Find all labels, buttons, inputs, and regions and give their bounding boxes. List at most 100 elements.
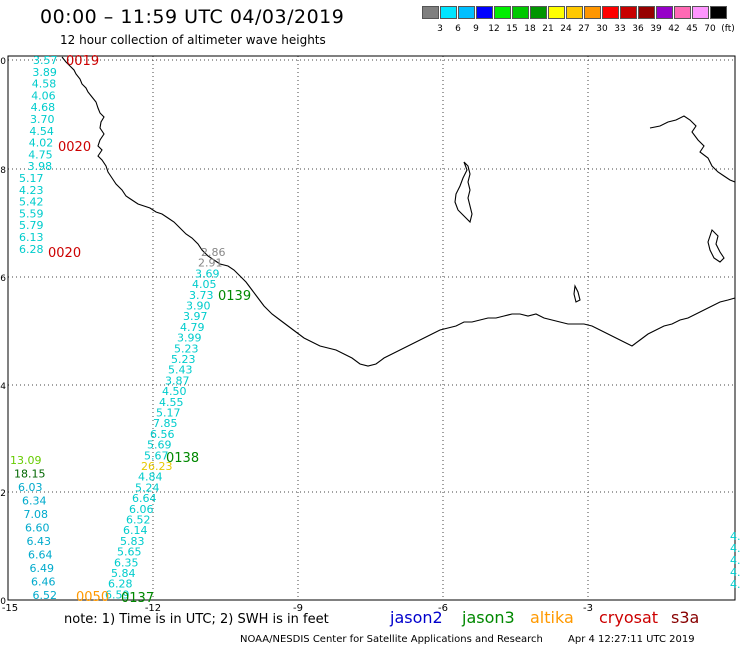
wave-height-value: 5.83: [120, 535, 145, 548]
wave-height-value: 6.64: [132, 492, 157, 505]
island-small: [573, 284, 581, 303]
color-swatch: [494, 6, 511, 19]
wave-height-value: 3.97: [183, 310, 208, 323]
wave-height-value: 4.05: [192, 278, 217, 291]
color-swatch: [458, 6, 475, 19]
wave-height-value: 4.: [730, 554, 740, 567]
color-scale-label: 42: [668, 24, 680, 34]
timestamp: Apr 4 12:27:11 UTC 2019: [568, 634, 695, 645]
color-scale-label: 45: [686, 24, 698, 34]
wave-height-value: 3.87: [165, 374, 190, 387]
wave-height-value: 4.02: [29, 137, 54, 150]
page-subtitle: 12 hour collection of altimeter wave hei…: [60, 33, 326, 47]
map-grid: [8, 56, 735, 600]
wave-height-value: 4.0: [730, 578, 740, 591]
footer-note: note: 1) Time is in UTC; 2) SWH is in fe…: [64, 612, 329, 627]
track-id-label: 0019: [66, 54, 99, 69]
color-swatch: [512, 6, 529, 19]
wave-height-value: 2.86: [201, 246, 226, 259]
color-scale-label: 70: [704, 24, 716, 34]
wave-height-value: 3.69: [195, 267, 220, 280]
wave-height-value: 4.23: [19, 184, 44, 197]
wave-height-value: 7.85: [153, 417, 178, 430]
y-tick-label: 0: [0, 597, 6, 607]
wave-height-value: 3.73: [189, 289, 214, 302]
color-scale-label: 9: [473, 24, 479, 34]
wave-height-value: 13.09: [10, 454, 42, 467]
island-center: [454, 161, 473, 224]
satellite-label: s3a: [671, 608, 700, 627]
wave-height-value: 5.42: [19, 196, 44, 209]
color-scale-label: (ft): [721, 24, 735, 34]
color-swatch: [656, 6, 673, 19]
color-scale-label: 27: [578, 24, 590, 34]
color-scale-label: 18: [524, 24, 536, 34]
wave-height-value: 4.58: [32, 78, 57, 91]
x-tick-label: -6: [438, 603, 448, 614]
wave-height-value: 5.17: [156, 407, 181, 420]
wave-height-value: 4.50: [162, 385, 187, 398]
color-swatch: [530, 6, 547, 19]
wave-height-value: 6.64: [28, 549, 53, 562]
color-scale-label: 6: [455, 24, 461, 34]
wave-height-value: 6.35: [114, 556, 139, 569]
wave-height-value: 5.67: [144, 449, 169, 462]
wave-height-value: 26.23: [141, 460, 173, 473]
wave-height-value: 5.23: [174, 342, 199, 355]
wave-height-value: 5.24: [135, 481, 160, 494]
wave-height-value: 6.43: [27, 535, 52, 548]
wave-height-value: 6.56: [150, 428, 175, 441]
color-swatch: [548, 6, 565, 19]
wave-height-value: 6.28: [19, 243, 44, 256]
color-scale-label: 15: [506, 24, 518, 34]
wave-height-value: 3.90: [186, 300, 211, 313]
coastline: [61, 56, 736, 367]
color-swatch: [584, 6, 601, 19]
wave-height-value: 5.69: [147, 439, 172, 452]
x-tick-label: -15: [2, 603, 18, 614]
wave-height-value: 5.17: [19, 172, 44, 185]
coastline-northeast: [649, 115, 736, 183]
color-scale-label: 39: [650, 24, 662, 34]
wave-height-value: 4.: [730, 530, 740, 543]
color-swatch: [422, 6, 439, 19]
wave-height-value: 6.49: [30, 562, 55, 575]
track-id-label: 0020: [48, 246, 81, 261]
satellite-label: jason3: [462, 608, 515, 627]
wave-height-value: 6.52: [126, 514, 151, 527]
wave-height-value: 5.79: [19, 219, 44, 232]
wave-height-value: 4.: [730, 566, 740, 579]
coastline-main: [61, 56, 736, 367]
color-swatch: [710, 6, 727, 19]
track-id-label: 0139: [218, 289, 251, 304]
y-tick-label: 4: [0, 382, 6, 392]
wave-height-value: 5.43: [168, 364, 193, 377]
wave-height-value: 6.46: [31, 576, 56, 589]
satellite-label: altika: [530, 608, 574, 627]
color-swatch: [566, 6, 583, 19]
color-swatch: [476, 6, 493, 19]
wave-height-value: 4.84: [138, 471, 163, 484]
track-id-label: 0020: [58, 140, 91, 155]
color-swatch: [692, 6, 709, 19]
wave-height-value: 6.59: [105, 588, 130, 601]
wave-height-value: 6.34: [22, 495, 47, 508]
wave-height-value: 6.52: [33, 589, 58, 602]
track-id-label: 0138: [166, 451, 199, 466]
island-east: [707, 228, 725, 263]
y-tick-label: 6: [0, 274, 6, 284]
y-tick-label: 10: [0, 57, 6, 67]
color-swatch: [638, 6, 655, 19]
wave-height-value: 4.54: [29, 125, 54, 138]
wave-height-value: 4.68: [31, 101, 55, 114]
wave-height-value: 3.89: [32, 66, 57, 79]
wave-height-value: 7.08: [24, 508, 49, 521]
wave-height-value: 6.60: [25, 522, 50, 535]
x-tick-label: -3: [583, 603, 593, 614]
satellite-label: cryosat: [599, 608, 659, 627]
x-tick-label: -12: [145, 603, 161, 614]
map-frame: [7, 55, 736, 601]
wave-height-value: 4.79: [180, 321, 205, 334]
wave-height-value: 5.59: [19, 207, 44, 220]
